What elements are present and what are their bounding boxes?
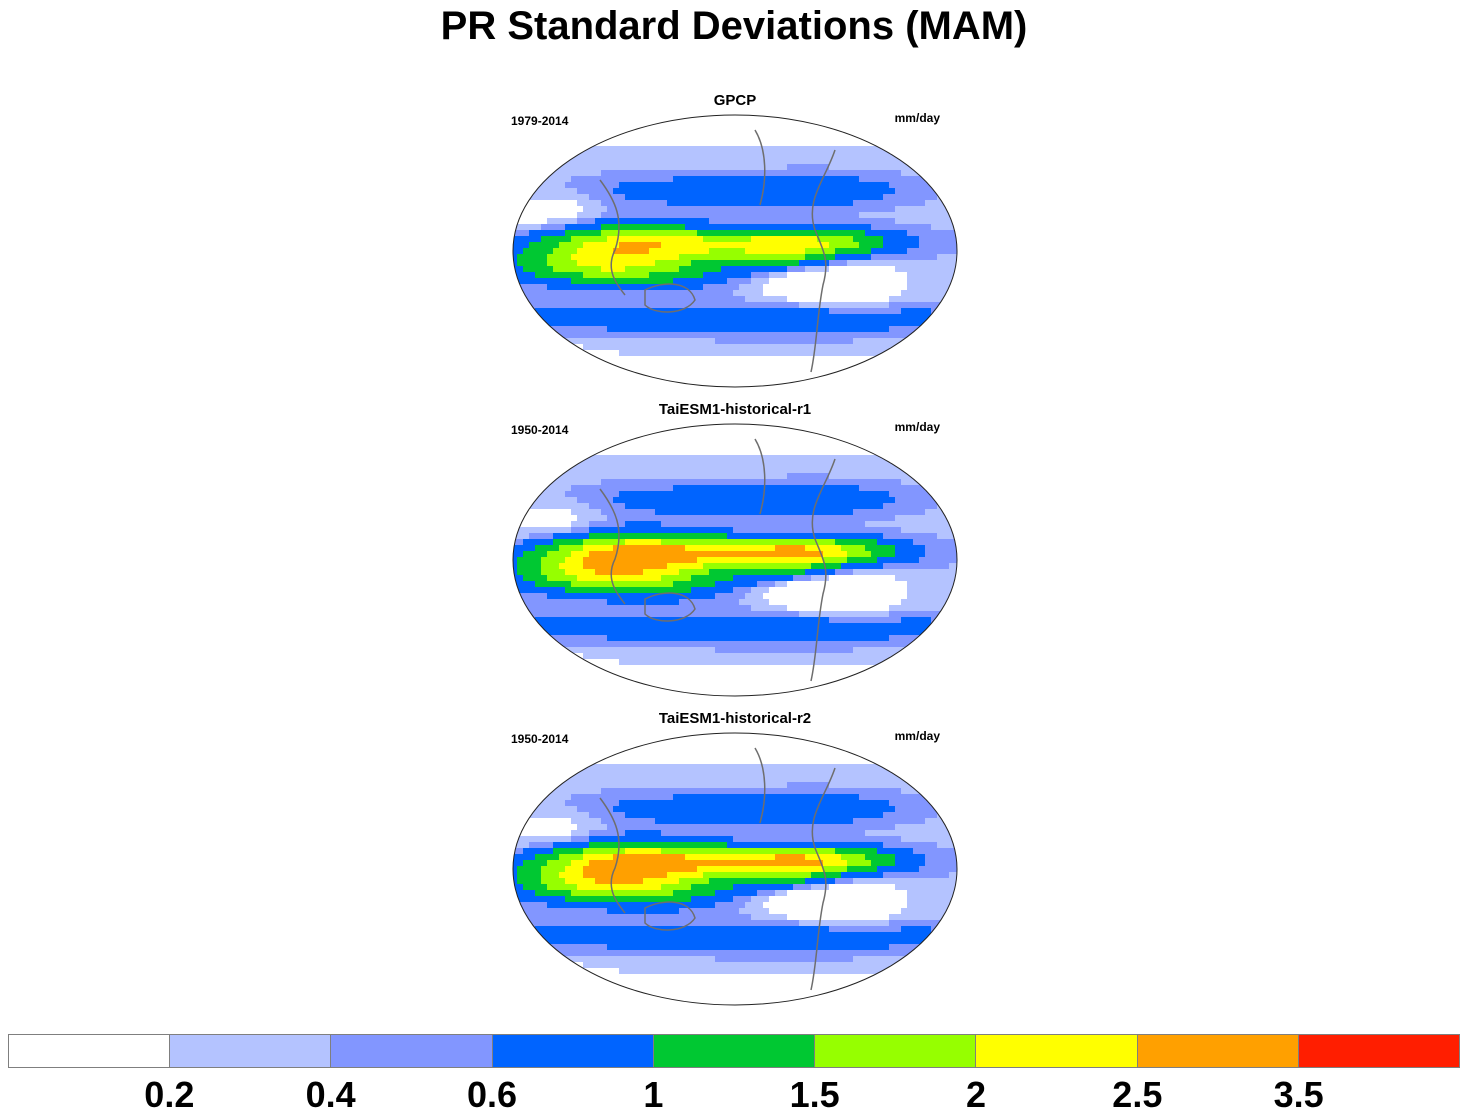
colorbar-box (170, 1035, 332, 1067)
panel-period: 1979-2014 (511, 114, 569, 128)
colorbar-box (1137, 1035, 1299, 1067)
colorbar (8, 1034, 1460, 1068)
map-border (512, 423, 958, 697)
colorbar-box (331, 1035, 493, 1067)
panel-title: TaiESM1-historical-r1 (658, 401, 812, 418)
map-panel-taiesm1-r2: TaiESM1-historical-r2 1950-2014 mm/day (505, 710, 965, 1010)
colorbar-box (976, 1035, 1138, 1067)
precip-field (513, 424, 957, 696)
panel-units: mm/day (894, 729, 940, 743)
figure-title: PR Standard Deviations (MAM) (440, 4, 1028, 48)
colorbar-box (815, 1035, 977, 1067)
colorbar-box (9, 1035, 171, 1067)
colorbar-label: 2 (965, 1074, 987, 1115)
map-panel-gpcp: GPCP 1979-2014 mm/day (505, 92, 965, 392)
coastline (599, 438, 836, 682)
colorbar-label: 0.2 (144, 1074, 195, 1115)
colorbar-label: 0.6 (466, 1074, 518, 1115)
map-panel-taiesm1-r1: TaiESM1-historical-r1 1950-2014 mm/day (505, 401, 965, 701)
colorbar-box (1298, 1035, 1459, 1067)
panel-title: TaiESM1-historical-r2 (658, 710, 812, 727)
robinson-map (512, 423, 958, 697)
precip-field (513, 733, 957, 1005)
colorbar-box (492, 1035, 654, 1067)
panel-units: mm/day (894, 111, 940, 125)
colorbar-label: 2.5 (1112, 1074, 1163, 1115)
robinson-map (512, 732, 958, 1006)
coastline (599, 129, 836, 373)
map-border (512, 732, 958, 1006)
colorbar-label: 0.4 (305, 1074, 356, 1115)
panel-period: 1950-2014 (511, 423, 569, 437)
colorbar-box (653, 1035, 816, 1067)
colorbar-label: 1.5 (789, 1074, 840, 1115)
panel-units: mm/day (894, 420, 940, 434)
precip-field (513, 115, 957, 387)
colorbar-label: 1 (643, 1074, 664, 1115)
panel-period: 1950-2014 (511, 732, 569, 746)
map-border (512, 114, 958, 388)
coastline (599, 747, 836, 991)
robinson-map (512, 114, 958, 388)
panel-title: GPCP (713, 92, 757, 109)
colorbar-label: 3.5 (1273, 1074, 1324, 1115)
